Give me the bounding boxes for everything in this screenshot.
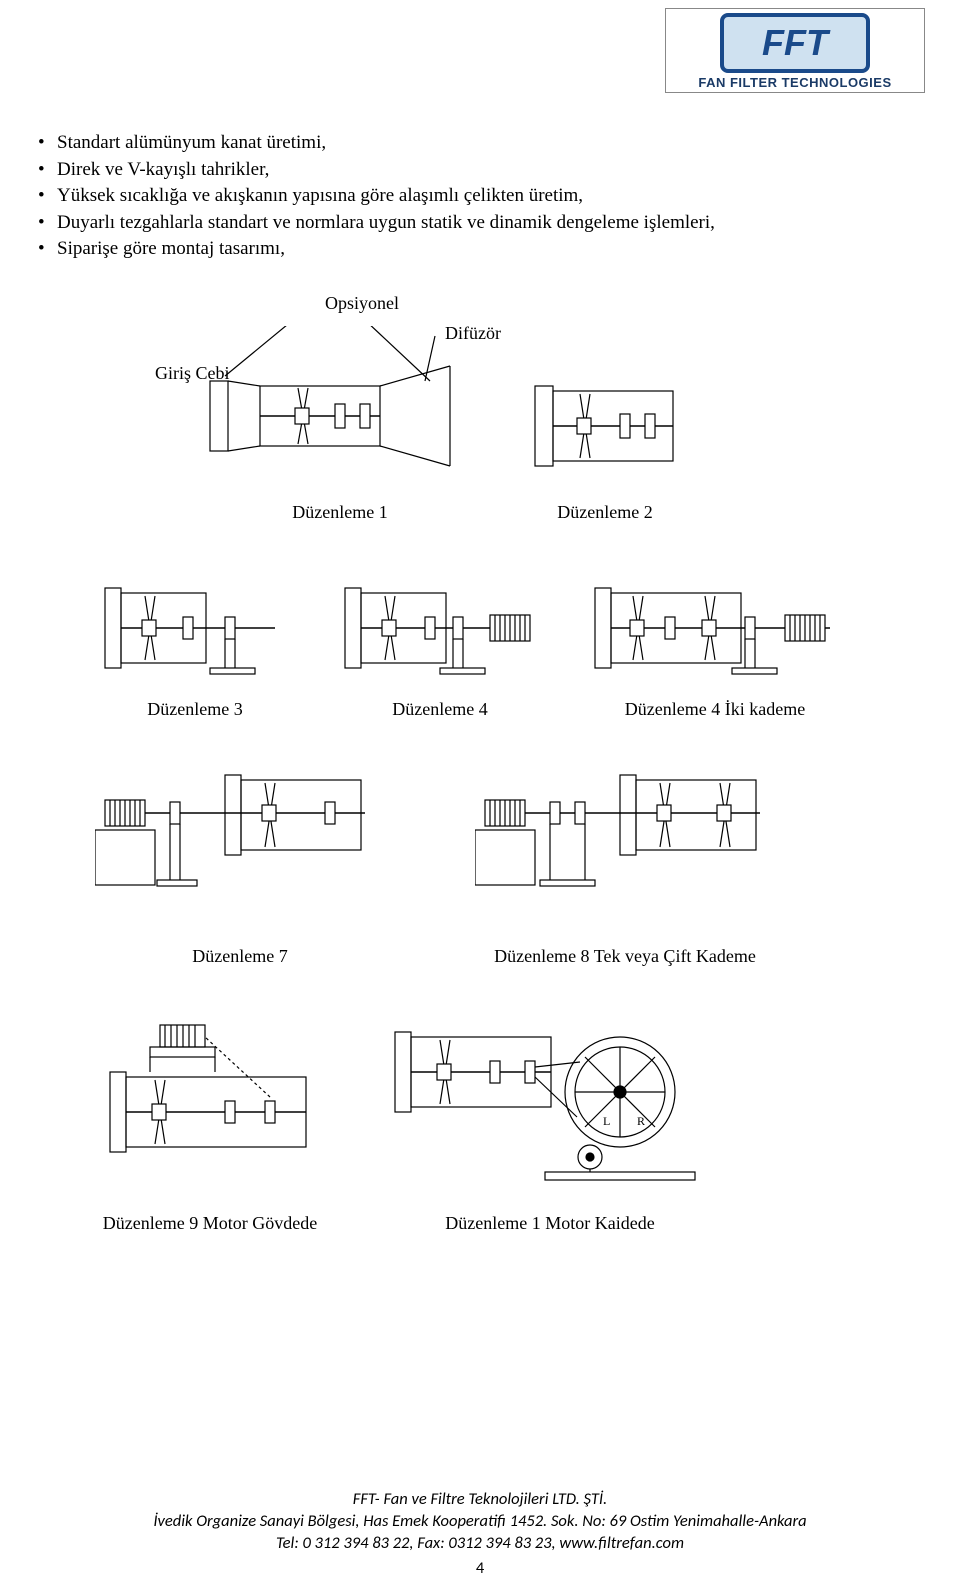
page-number: 4 <box>0 1557 960 1579</box>
footer: FFT- Fan ve Filtre Teknolojileri LTD. ŞT… <box>0 1488 960 1579</box>
bullet-item: Yüksek sıcaklığa ve akışkanın yapısına g… <box>35 183 925 210</box>
caption-d9: Düzenleme 9 Motor Gövdede <box>103 1213 317 1234</box>
logo-subtitle: FAN FILTER TECHNOLOGIES <box>672 75 918 90</box>
caption-d4: Düzenleme 4 <box>392 699 487 720</box>
bullet-item: Standart alümünyum kanat üretimi, <box>35 130 925 157</box>
drawing-d4-iki <box>585 573 845 693</box>
diagram-row-1: Giriş Cebi Opsiyonel Difüzör <box>95 293 835 523</box>
bullet-list: Standart alümünyum kanat üretimi, Direk … <box>35 130 925 263</box>
caption-d3: Düzenleme 3 <box>147 699 242 720</box>
drawing-d3 <box>95 573 295 693</box>
diagram-row-4: Düzenleme 9 Motor Gövdede <box>95 1007 835 1234</box>
drawing-d9 <box>95 1017 325 1207</box>
drawing-d7 <box>95 760 385 940</box>
logo-box: FFT FAN FILTER TECHNOLOGIES <box>665 8 925 93</box>
footer-line3: Tel: 0 312 394 83 22, Fax: 0312 394 83 2… <box>0 1532 960 1554</box>
caption-d7: Düzenleme 7 <box>192 946 287 967</box>
diagram-d4-iki: Düzenleme 4 İki kademe <box>585 573 845 720</box>
caption-d8: Düzenleme 8 Tek veya Çift Kademe <box>494 946 756 967</box>
diagram-d3: Düzenleme 3 <box>95 573 295 720</box>
caption-d1: Düzenleme 1 <box>292 502 387 523</box>
caption-d4-iki: Düzenleme 4 İki kademe <box>625 699 805 720</box>
footer-line2: İvedik Organize Sanayi Bölgesi, Has Emek… <box>0 1510 960 1532</box>
svg-text:R: R <box>637 1114 645 1128</box>
drawing-d4 <box>335 573 545 693</box>
diagram-d1-motor: L R Düzenleme 1 Motor Kaidede <box>385 1007 715 1234</box>
caption-d2: Düzenleme 2 <box>557 502 652 523</box>
drawing-d8 <box>475 760 775 940</box>
drawing-d1 <box>200 326 480 496</box>
diagram-d4: Düzenleme 4 <box>335 573 545 720</box>
bullet-item: Duyarlı tezgahlarla standart ve normlara… <box>35 210 925 237</box>
diagram-d9: Düzenleme 9 Motor Gövdede <box>95 1017 325 1234</box>
drawing-d1-motor: L R <box>385 1007 715 1207</box>
caption-d1-motor: Düzenleme 1 Motor Kaidede <box>445 1213 654 1234</box>
logo-image: FFT <box>672 13 918 73</box>
bullet-item: Siparişe göre montaj tasarımı, <box>35 236 925 263</box>
diagram-d7: Düzenleme 7 <box>95 760 385 967</box>
footer-line1: FFT- Fan ve Filtre Teknolojileri LTD. ŞT… <box>0 1488 960 1510</box>
diagram-area: Giriş Cebi Opsiyonel Difüzör <box>95 293 835 1234</box>
main-content: Standart alümünyum kanat üretimi, Direk … <box>35 130 925 1274</box>
callout-opsiyonel: Opsiyonel <box>325 293 399 314</box>
diagram-d2: Düzenleme 2 <box>525 366 685 523</box>
bullet-item: Direk ve V-kayışlı tahrikler, <box>35 157 925 184</box>
diagram-row-3: Düzenleme 7 <box>95 760 835 967</box>
diagram-d1: Düzenleme 1 <box>200 326 480 523</box>
svg-text:FFT: FFT <box>762 22 831 63</box>
drawing-d2 <box>525 366 685 496</box>
svg-text:L: L <box>603 1114 610 1128</box>
diagram-row-2: Düzenleme 3 <box>95 573 835 720</box>
diagram-d8: Düzenleme 8 Tek veya Çift Kademe <box>475 760 775 967</box>
